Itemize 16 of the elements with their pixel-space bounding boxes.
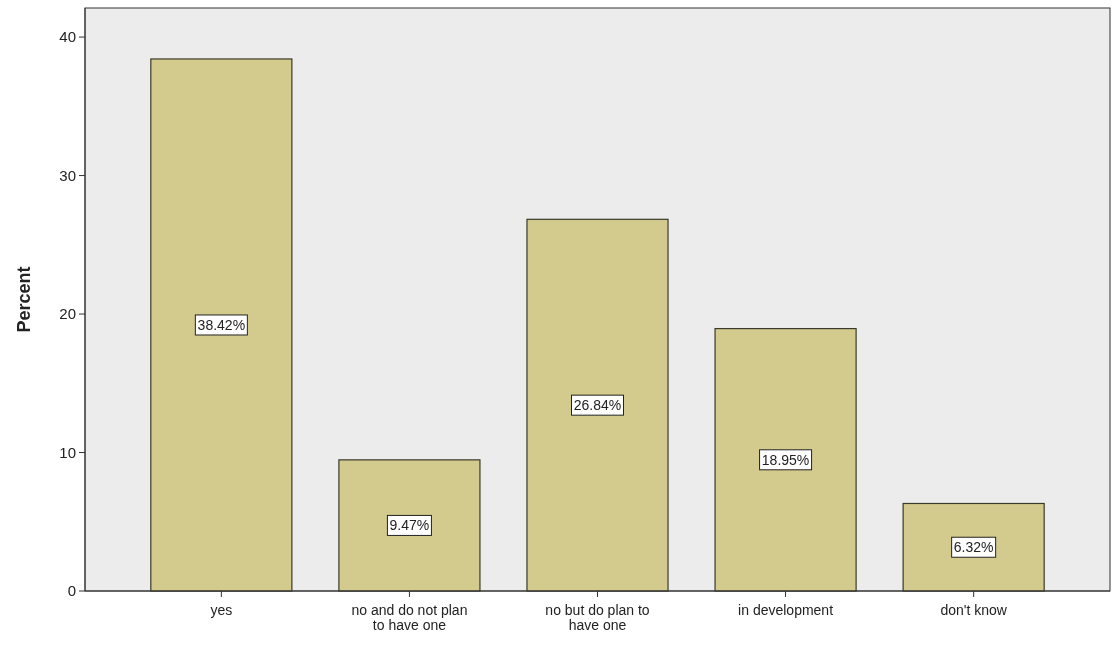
data-label: 38.42% — [197, 316, 246, 333]
data-label: 26.84% — [573, 397, 622, 414]
y-axis-title: Percent — [14, 266, 34, 333]
y-tick-label: 40 — [59, 28, 76, 46]
x-tick-label: no and do not plan to have one — [351, 602, 468, 633]
x-tick-label: don't know — [940, 602, 1008, 618]
y-tick-label: 10 — [59, 443, 76, 461]
x-tick-label: in development — [738, 602, 834, 618]
y-tick-label: 30 — [59, 166, 76, 184]
data-label: 9.47% — [389, 517, 430, 534]
y-tick-label: 0 — [67, 582, 76, 599]
x-tick-label: no but do plan to have one — [545, 602, 650, 633]
data-label: 6.32% — [953, 539, 994, 556]
x-tick-label: yes — [210, 602, 233, 618]
data-label: 18.95% — [761, 451, 810, 468]
y-tick-label: 20 — [59, 305, 76, 323]
